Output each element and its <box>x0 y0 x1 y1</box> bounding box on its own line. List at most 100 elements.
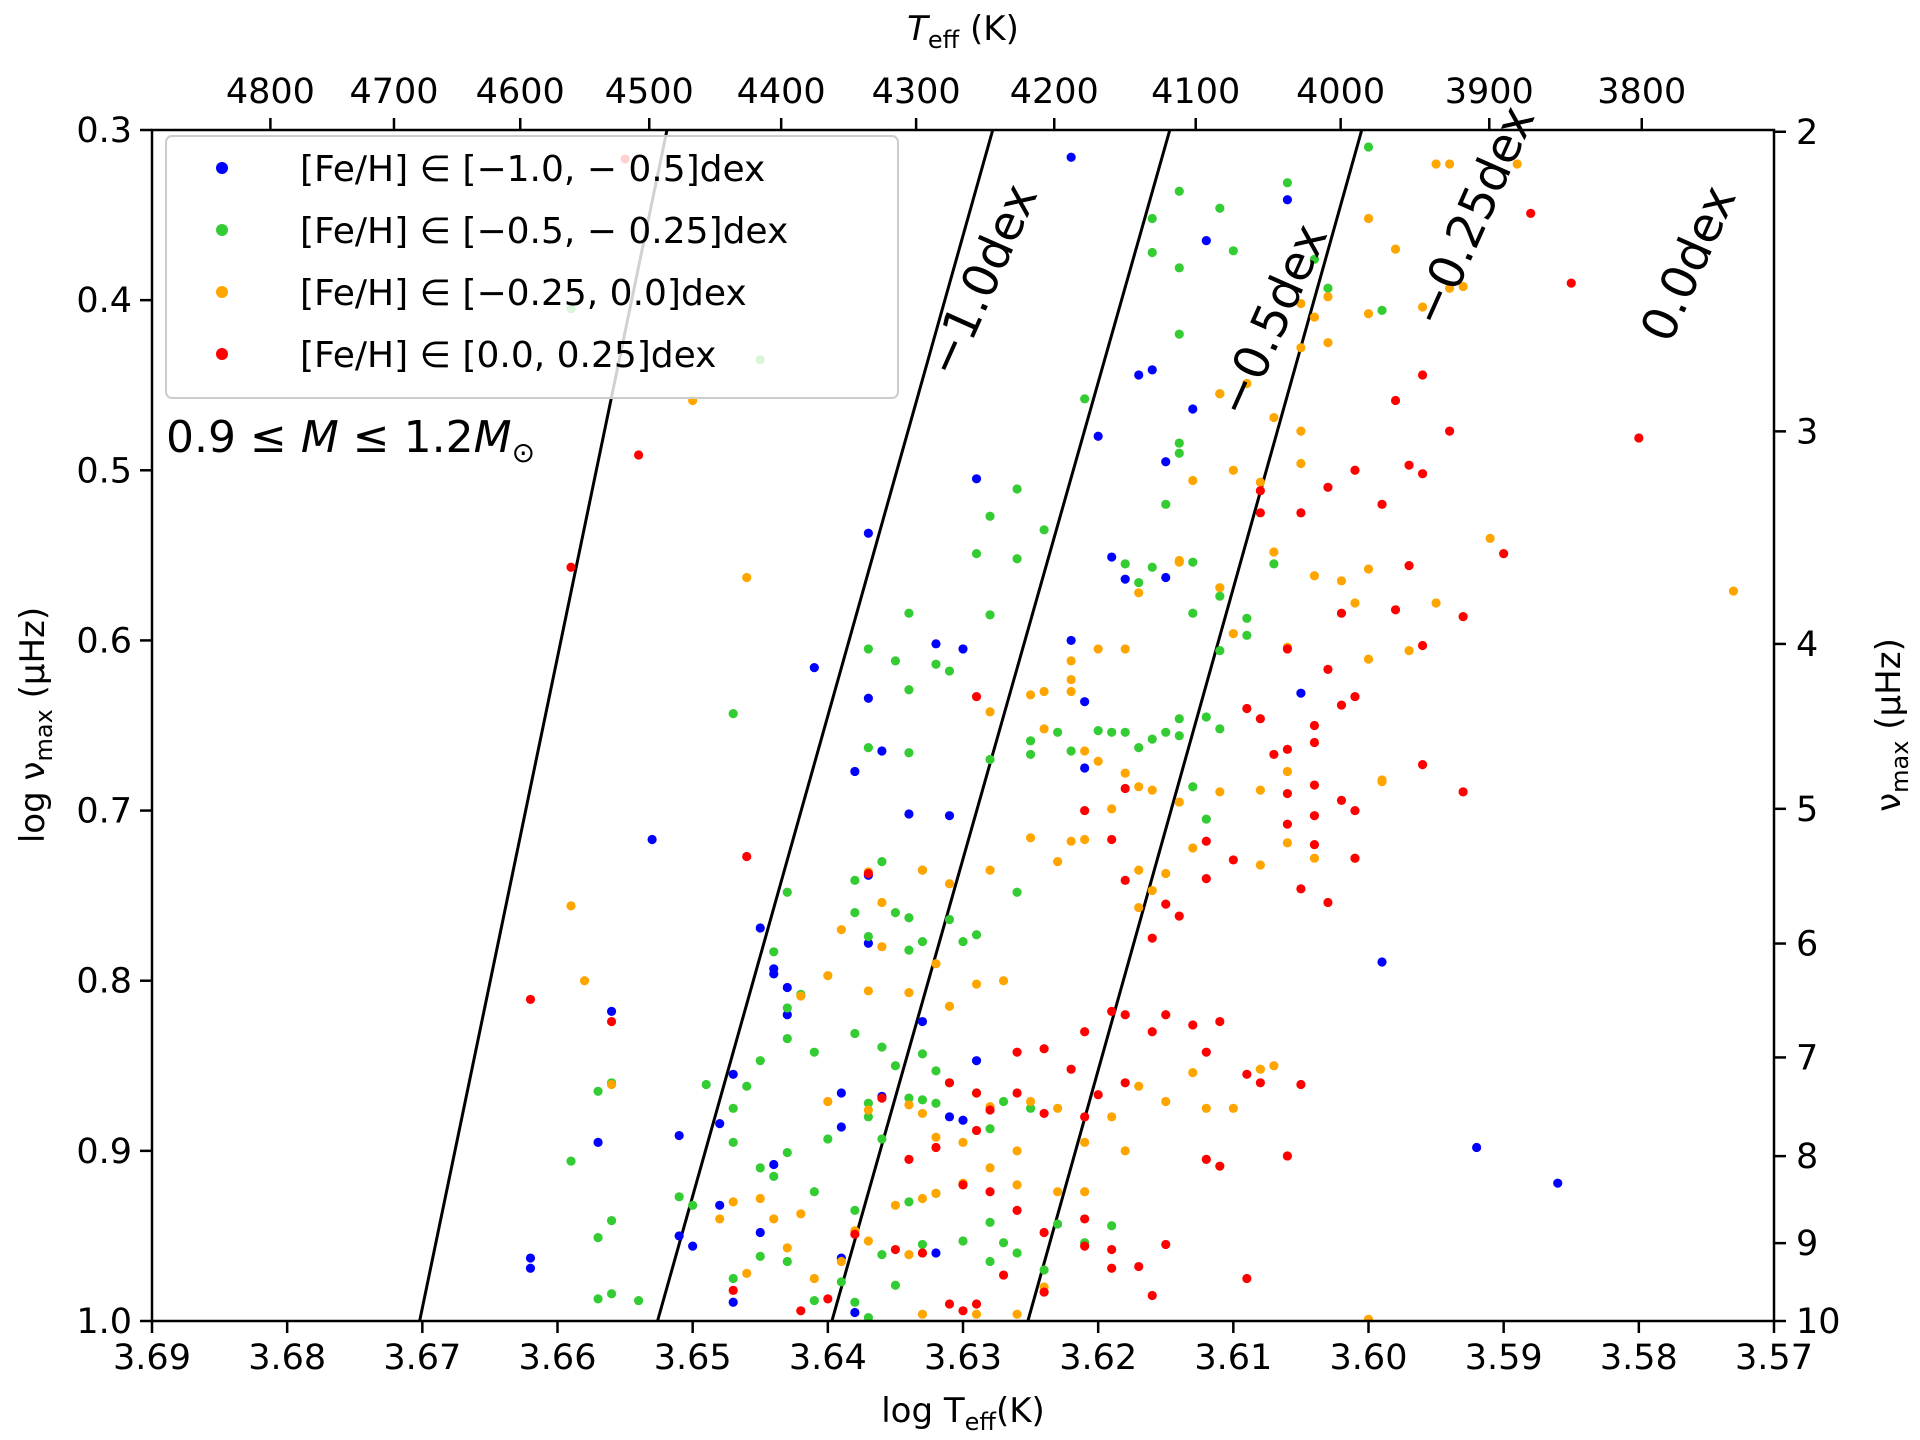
top-title-tail: (K) <box>959 9 1019 49</box>
data-point <box>1309 312 1320 322</box>
right-tick-label: 3 <box>1796 412 1818 452</box>
data-point <box>836 1088 846 1098</box>
data-point <box>971 1125 982 1136</box>
data-point <box>1255 508 1265 518</box>
data-point <box>1377 305 1387 315</box>
x-tick-label: 3.57 <box>1735 1338 1813 1378</box>
data-point <box>1174 438 1184 448</box>
data-point <box>1161 899 1171 909</box>
data-point <box>1134 370 1144 380</box>
data-point <box>1296 426 1306 436</box>
data-point <box>1012 1180 1022 1190</box>
data-point <box>782 1147 792 1158</box>
data-point <box>1025 749 1036 760</box>
data-point <box>1134 902 1144 913</box>
data-point <box>904 1093 914 1103</box>
data-point <box>1458 612 1468 622</box>
data-point <box>1296 458 1306 469</box>
data-point <box>1309 254 1320 264</box>
data-point <box>1188 475 1198 486</box>
data-point <box>1174 263 1184 273</box>
mass-sun-symbol: ⊙ <box>512 436 535 469</box>
data-point <box>971 930 982 940</box>
data-point <box>742 1268 752 1278</box>
data-point <box>1134 577 1144 588</box>
data-point <box>863 1112 873 1122</box>
data-point <box>823 1134 833 1144</box>
data-point <box>701 1079 711 1090</box>
data-point <box>985 610 995 620</box>
line-label-minus-0.25: −0.25dex <box>1400 98 1547 335</box>
data-point <box>863 644 873 654</box>
data-point <box>1201 874 1211 884</box>
data-point <box>1107 1244 1117 1255</box>
data-point <box>877 746 887 756</box>
data-point <box>904 685 914 695</box>
data-point <box>904 1154 914 1164</box>
data-point <box>890 1280 901 1290</box>
data-point <box>1174 186 1184 196</box>
data-point <box>1012 484 1022 494</box>
data-point <box>1350 465 1360 475</box>
x-title-sub: eff <box>965 1408 997 1436</box>
data-point <box>1269 412 1279 423</box>
top-tick-label: 3900 <box>1445 72 1534 112</box>
data-point <box>1147 785 1157 795</box>
data-point <box>1134 865 1144 875</box>
data-point <box>1188 404 1198 414</box>
data-point <box>634 450 644 460</box>
data-point <box>1431 598 1441 608</box>
line-label-minus-0.5: −0.5dex <box>1205 216 1339 425</box>
data-point <box>931 959 941 969</box>
data-point <box>1309 853 1320 863</box>
data-point <box>1323 338 1333 348</box>
data-point <box>890 656 901 666</box>
data-point <box>917 1049 928 1059</box>
x-tick-label: 3.69 <box>113 1338 191 1378</box>
data-point <box>971 691 982 702</box>
data-point <box>985 1217 995 1227</box>
data-point <box>728 708 738 719</box>
right-title-tail: (μHz) <box>1869 638 1909 740</box>
data-point <box>769 947 779 957</box>
data-point <box>1255 1078 1265 1088</box>
data-point <box>1066 746 1076 756</box>
data-point <box>1363 564 1374 574</box>
data-point <box>850 1297 860 1307</box>
data-point <box>836 1277 846 1287</box>
data-point <box>1174 714 1184 724</box>
data-point <box>1093 756 1103 766</box>
data-point <box>1282 788 1292 799</box>
data-point <box>1377 499 1387 509</box>
data-point <box>958 644 968 654</box>
data-point <box>769 969 779 979</box>
data-point <box>1363 1314 1374 1321</box>
data-point <box>755 1193 765 1204</box>
data-point <box>917 1248 928 1258</box>
data-point <box>606 1016 617 1027</box>
right-tick-label: 6 <box>1796 925 1818 965</box>
x-tick-label: 3.63 <box>924 1338 1002 1378</box>
data-point <box>1066 1064 1076 1074</box>
data-point <box>1025 1103 1036 1113</box>
data-point <box>1174 911 1184 921</box>
data-point <box>1161 727 1171 737</box>
data-point <box>917 1239 928 1250</box>
data-point <box>1282 644 1292 654</box>
data-point <box>1526 208 1536 218</box>
data-point <box>1107 552 1117 562</box>
data-point <box>1080 1214 1090 1224</box>
data-point <box>863 1105 873 1115</box>
data-point <box>971 1056 982 1066</box>
data-point <box>944 666 955 676</box>
data-point <box>1728 586 1739 596</box>
data-point <box>1188 843 1198 853</box>
data-point <box>877 897 887 908</box>
x-tick-label: 3.66 <box>519 1338 597 1378</box>
right-tick-label: 9 <box>1796 1224 1818 1264</box>
data-point <box>1093 726 1103 736</box>
data-point <box>1080 834 1090 845</box>
right-tick-label: 5 <box>1796 790 1818 830</box>
data-point <box>1228 855 1238 865</box>
data-point <box>1255 785 1265 795</box>
